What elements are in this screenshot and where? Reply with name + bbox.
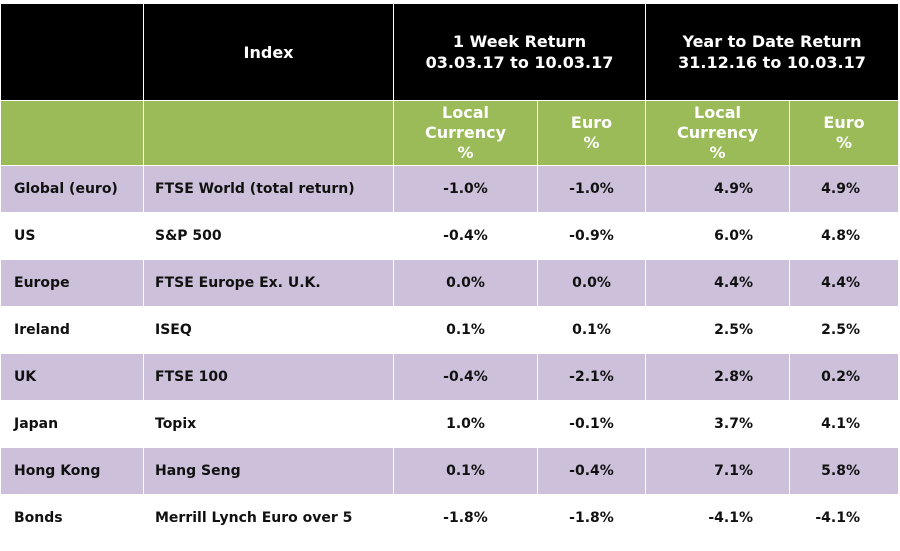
ytd-local-cell: 6.0% — [645, 212, 790, 260]
table-row: Bonds Merrill Lynch Euro over 5 -1.8% -1… — [0, 494, 899, 542]
table-row: Europe FTSE Europe Ex. U.K. 0.0% 0.0% 4.… — [0, 259, 899, 307]
week-euro-cell: -0.1% — [537, 400, 646, 448]
ytd-local-currency-header: Local Currency % — [645, 100, 790, 166]
week-euro-cell: -0.4% — [537, 447, 646, 495]
index-cell: FTSE World (total return) — [143, 165, 394, 213]
week-local-currency-header: Local Currency % — [393, 100, 538, 166]
index-column-header: Index — [143, 3, 394, 101]
ytd-return-title: Year to Date Return — [682, 32, 862, 51]
week-euro-cell: 0.1% — [537, 306, 646, 354]
table-row: US S&P 500 -0.4% -0.9% 6.0% 4.8% — [0, 212, 899, 260]
week-euro-cell: 0.0% — [537, 259, 646, 307]
ytd-euro-cell: 4.1% — [789, 400, 899, 448]
ytd-euro-cell: 2.5% — [789, 306, 899, 354]
index-cell: Hang Seng — [143, 447, 394, 495]
week-local-cell: -1.0% — [393, 165, 538, 213]
week-euro-header: Euro % — [537, 100, 646, 166]
ytd-return-header: Year to Date Return 31.12.16 to 10.03.17 — [645, 3, 899, 101]
ytd-local-cell: 2.8% — [645, 353, 790, 401]
week-return-header: 1 Week Return 03.03.17 to 10.03.17 — [393, 3, 646, 101]
ytd-euro-header: Euro % — [789, 100, 899, 166]
week-local-cell: -0.4% — [393, 212, 538, 260]
ytd-return-period: 31.12.16 to 10.03.17 — [678, 53, 866, 72]
region-cell: US — [0, 212, 144, 260]
ytd-euro-cell: 0.2% — [789, 353, 899, 401]
ytd-local-cell: 3.7% — [645, 400, 790, 448]
returns-table: Index 1 Week Return 03.03.17 to 10.03.17… — [0, 3, 899, 542]
index-cell: Topix — [143, 400, 394, 448]
index-cell: FTSE Europe Ex. U.K. — [143, 259, 394, 307]
ytd-euro-cell: -4.1% — [789, 494, 899, 542]
index-cell: FTSE 100 — [143, 353, 394, 401]
ytd-local-cell: 4.9% — [645, 165, 790, 213]
subheader-row: Local Currency % Euro % Local Currency %… — [0, 100, 899, 166]
ytd-euro-cell: 5.8% — [789, 447, 899, 495]
region-cell: Europe — [0, 259, 144, 307]
region-cell: Bonds — [0, 494, 144, 542]
table-row: Global (euro) FTSE World (total return) … — [0, 165, 899, 213]
ytd-local-cell: 7.1% — [645, 447, 790, 495]
header-row: Index 1 Week Return 03.03.17 to 10.03.17… — [0, 3, 899, 101]
ytd-local-cell: -4.1% — [645, 494, 790, 542]
region-cell: Japan — [0, 400, 144, 448]
header-blank-cell — [0, 3, 144, 101]
week-euro-cell: -1.8% — [537, 494, 646, 542]
week-local-cell: 0.0% — [393, 259, 538, 307]
week-euro-cell: -2.1% — [537, 353, 646, 401]
table-row: Japan Topix 1.0% -0.1% 3.7% 4.1% — [0, 400, 899, 448]
week-local-cell: 0.1% — [393, 447, 538, 495]
region-cell: Ireland — [0, 306, 144, 354]
table-row: Ireland ISEQ 0.1% 0.1% 2.5% 2.5% — [0, 306, 899, 354]
week-local-cell: 0.1% — [393, 306, 538, 354]
index-cell: S&P 500 — [143, 212, 394, 260]
week-return-title: 1 Week Return — [452, 32, 587, 51]
ytd-local-cell: 4.4% — [645, 259, 790, 307]
index-cell: Merrill Lynch Euro over 5 — [143, 494, 394, 542]
ytd-euro-cell: 4.9% — [789, 165, 899, 213]
week-euro-cell: -0.9% — [537, 212, 646, 260]
index-cell: ISEQ — [143, 306, 394, 354]
week-return-period: 03.03.17 to 10.03.17 — [425, 53, 614, 72]
week-local-cell: -0.4% — [393, 353, 538, 401]
region-cell: Hong Kong — [0, 447, 144, 495]
table-row: Hong Kong Hang Seng 0.1% -0.4% 7.1% 5.8% — [0, 447, 899, 495]
subheader-blank-cell — [0, 100, 144, 166]
ytd-local-cell: 2.5% — [645, 306, 790, 354]
table-row: UK FTSE 100 -0.4% -2.1% 2.8% 0.2% — [0, 353, 899, 401]
region-cell: Global (euro) — [0, 165, 144, 213]
ytd-euro-cell: 4.4% — [789, 259, 899, 307]
region-cell: UK — [0, 353, 144, 401]
subheader-blank-cell — [143, 100, 394, 166]
ytd-euro-cell: 4.8% — [789, 212, 899, 260]
week-euro-cell: -1.0% — [537, 165, 646, 213]
week-local-cell: -1.8% — [393, 494, 538, 542]
week-local-cell: 1.0% — [393, 400, 538, 448]
